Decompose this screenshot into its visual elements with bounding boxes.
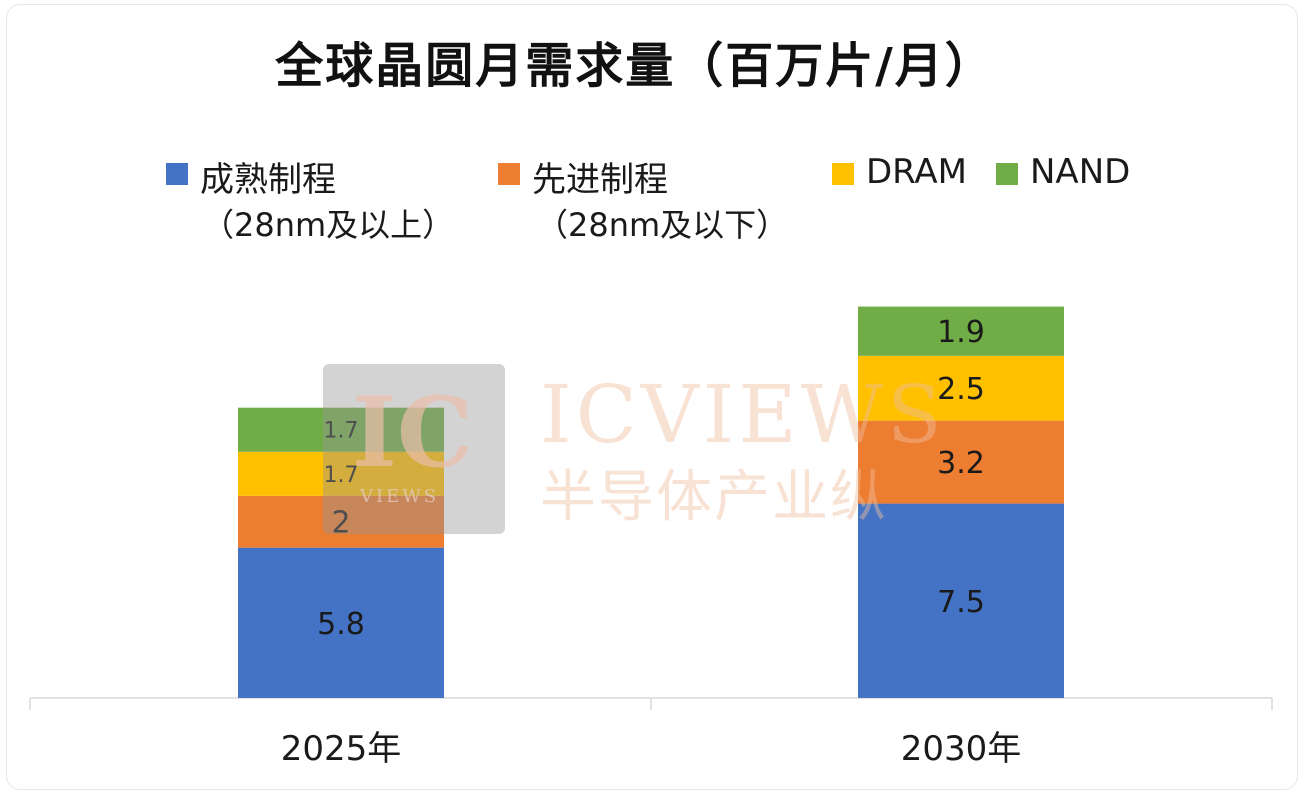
watermark-logo-sub: VIEWS — [360, 486, 440, 507]
data-label-dram-0: 1.7 — [324, 463, 359, 488]
legend-label-dram: DRAM — [866, 152, 968, 192]
data-label-advanced-1: 3.2 — [937, 446, 985, 481]
data-label-advanced-0: 2 — [331, 506, 350, 541]
legend-swatch-dram — [832, 163, 854, 185]
watermark-tagline: 半导体产业纵 — [540, 465, 888, 530]
legend-sublabel-mature: （28nm及以上） — [202, 206, 455, 244]
chart-frame — [6, 4, 1298, 790]
bar-advanced-1 — [858, 420, 1064, 504]
bar-dram-1 — [858, 355, 1064, 421]
watermark-name: ICVIEWS — [540, 368, 946, 461]
legend-swatch-mature — [166, 163, 188, 185]
legend-swatch-advanced — [498, 163, 520, 185]
data-label-nand-1: 1.9 — [937, 315, 985, 350]
bar-mature-1 — [858, 503, 1064, 698]
legend-swatch-nand — [996, 163, 1018, 185]
bar-nand-0 — [238, 407, 444, 452]
data-label-mature-1: 7.5 — [937, 585, 985, 620]
x-tick-label-1: 2030年 — [901, 729, 1022, 769]
watermark-logo-box — [323, 364, 505, 534]
chart-title: 全球晶圆月需求量（百万片/月） — [275, 38, 995, 94]
watermark-logo: IC — [352, 376, 474, 489]
x-tick-label-0: 2025年 — [281, 729, 402, 769]
bar-advanced-0 — [238, 495, 444, 548]
legend-label-nand: NAND — [1030, 152, 1131, 192]
bar-dram-0 — [238, 451, 444, 496]
data-label-dram-1: 2.5 — [937, 372, 985, 407]
legend-label-advanced: 先进制程 — [532, 160, 668, 200]
bar-nand-1 — [858, 306, 1064, 356]
legend-label-mature: 成熟制程 — [200, 160, 336, 200]
bar-mature-0 — [238, 547, 444, 698]
data-label-nand-0: 1.7 — [324, 419, 359, 444]
data-label-mature-0: 5.8 — [317, 607, 365, 642]
legend-sublabel-advanced: （28nm及以下） — [536, 206, 789, 244]
